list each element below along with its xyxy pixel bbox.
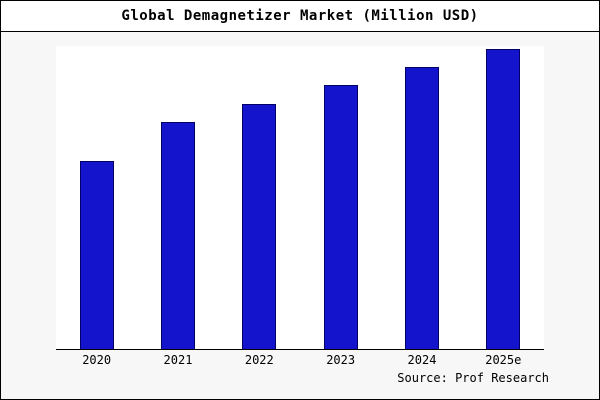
x-tick-label-2024: 2024 <box>407 353 437 367</box>
bar-column-2024 <box>381 46 462 349</box>
plot-area <box>56 46 544 350</box>
bar-column-2022 <box>219 46 300 349</box>
bar-2025e <box>486 49 521 349</box>
bar-column-2021 <box>137 46 218 349</box>
source-attribution: Source: Prof Research <box>397 371 549 385</box>
x-axis-labels: 2020 2021 2022 2023 2024 2025e <box>56 353 544 367</box>
chart-title: Global Demagnetizer Market (Million USD) <box>121 8 479 24</box>
bar-column-2023 <box>300 46 381 349</box>
bar-2020 <box>79 161 114 349</box>
bar-2022 <box>242 103 277 349</box>
bar-2023 <box>323 85 358 349</box>
x-tick-label-2020: 2020 <box>82 353 112 367</box>
x-tick-label-2025e: 2025e <box>485 353 522 367</box>
x-tick-label-2021: 2021 <box>163 353 193 367</box>
chart-title-bar: Global Demagnetizer Market (Million USD) <box>1 1 599 32</box>
bar-column-2020 <box>56 46 137 349</box>
x-tick-label-2023: 2023 <box>326 353 356 367</box>
x-tick-label-2022: 2022 <box>244 353 274 367</box>
bar-2024 <box>404 67 439 349</box>
bar-2021 <box>160 121 195 349</box>
bar-column-2025e <box>463 46 544 349</box>
